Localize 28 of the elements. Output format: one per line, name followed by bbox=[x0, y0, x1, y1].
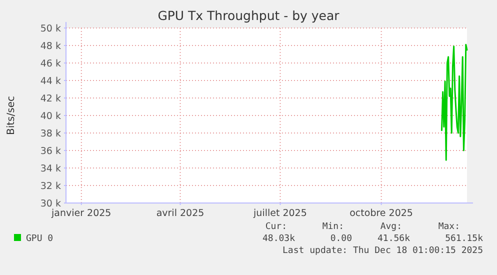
y-tick-label: 50 k bbox=[40, 23, 62, 34]
text: 48.03k bbox=[262, 234, 296, 244]
x-tick-label: avril 2025 bbox=[156, 208, 204, 219]
y-tick-label: 42 k bbox=[40, 93, 62, 104]
text: Avg: bbox=[380, 222, 402, 232]
y-axis-title: Bits/sec bbox=[6, 96, 17, 135]
chart-title: GPU Tx Throughput - by year bbox=[158, 8, 340, 23]
x-tick-label: janvier 2025 bbox=[50, 208, 112, 219]
y-tick-label: 40 k bbox=[40, 110, 62, 122]
y-tick-label: 36 k bbox=[40, 146, 62, 157]
text: 561.15k bbox=[445, 234, 484, 244]
y-tick-label: 32 k bbox=[40, 180, 62, 192]
y-tick-label: 44 k bbox=[40, 76, 62, 87]
y-tick-label: 38 k bbox=[40, 128, 62, 140]
y-tick-label: 48 k bbox=[40, 40, 62, 52]
text: Max: bbox=[438, 222, 460, 232]
x-tick-label: octobre 2025 bbox=[350, 208, 413, 219]
x-tick-label: juillet 2025 bbox=[252, 208, 307, 219]
y-tick-label: 46 k bbox=[40, 58, 62, 70]
text: Min: bbox=[322, 222, 344, 232]
text: Cur: bbox=[265, 222, 287, 232]
y-tick-label: 34 k bbox=[40, 163, 62, 174]
y-tick-label: 30 k bbox=[40, 198, 62, 210]
text: Last update: Thu Dec 18 01:00:15 2025 bbox=[282, 246, 483, 256]
legend-label: GPU 0 bbox=[26, 234, 54, 244]
text: 41.56k bbox=[377, 234, 411, 244]
text: 0.00 bbox=[330, 234, 352, 244]
line-series bbox=[440, 44, 468, 161]
